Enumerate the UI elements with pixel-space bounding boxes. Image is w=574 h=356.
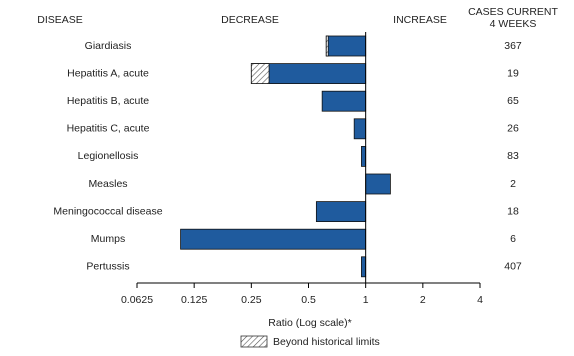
y-tick-label: Legionellosis — [78, 150, 139, 162]
case-count: 2 — [510, 178, 516, 190]
y-tick-label: Meningococcal disease — [53, 205, 162, 217]
x-tick-label: 0.0625 — [121, 294, 153, 306]
y-tick-label: Hepatitis A, acute — [67, 67, 149, 79]
header-increase: INCREASE — [393, 14, 447, 26]
header-cases: 4 WEEKS — [490, 18, 537, 30]
y-tick-label: Measles — [88, 178, 127, 190]
case-count: 19 — [507, 67, 519, 79]
y-tick-label: Hepatitis B, acute — [67, 95, 149, 107]
beyond-limit — [325, 35, 329, 57]
case-count: 26 — [507, 123, 519, 135]
y-tick-label: Giardiasis — [85, 40, 132, 52]
bar — [315, 201, 367, 223]
y-tick-label: Mumps — [91, 233, 125, 245]
y-tick-label: Pertussis — [86, 261, 129, 273]
x-tick-label: 2 — [420, 294, 426, 306]
case-count: 407 — [504, 261, 522, 273]
bar — [365, 173, 391, 195]
bar — [321, 90, 367, 112]
x-tick-label: 0.125 — [181, 294, 207, 306]
header-cases: CASES CURRENT — [468, 6, 558, 18]
case-count: 65 — [507, 95, 519, 107]
case-count: 18 — [507, 205, 519, 217]
y-tick-label: Hepatitis C, acute — [67, 123, 150, 135]
x-tick-label: 0.25 — [241, 294, 262, 306]
case-count: 6 — [510, 233, 516, 245]
legend-swatch — [240, 335, 268, 348]
beyond-limit — [250, 63, 270, 84]
x-tick-label: 1 — [363, 294, 369, 306]
legend-label: Beyond historical limits — [273, 336, 380, 348]
bar — [180, 228, 367, 250]
bar — [361, 256, 367, 278]
x-axis-label: Ratio (Log scale)* — [268, 317, 351, 329]
x-tick-label: 4 — [477, 294, 483, 306]
bar — [353, 118, 367, 140]
bar — [325, 35, 367, 57]
case-count: 83 — [507, 150, 519, 162]
case-count: 367 — [504, 40, 522, 52]
header-disease: DISEASE — [37, 14, 83, 26]
x-tick-label: 0.5 — [301, 294, 316, 306]
bar — [361, 145, 367, 167]
header-decrease: DECREASE — [221, 14, 279, 26]
